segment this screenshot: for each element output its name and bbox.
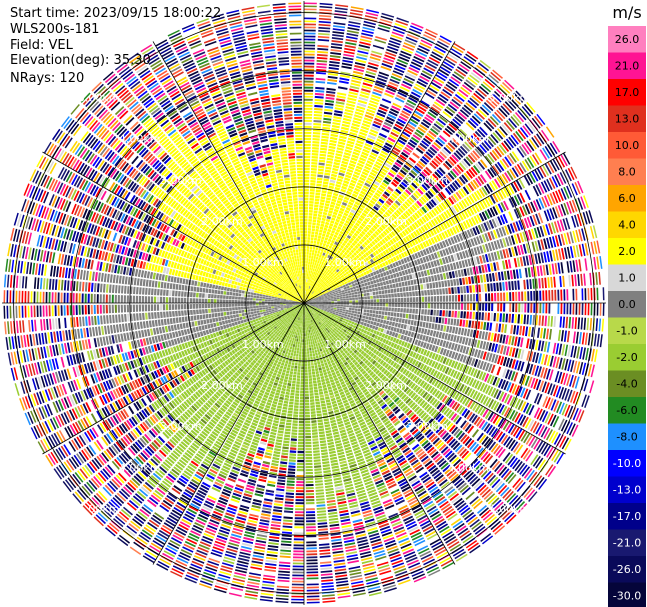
- ring-label-315-2: 2.00km: [201, 215, 243, 228]
- colorbar-unit: m/s: [612, 3, 641, 22]
- colorbar-swatch-15: [608, 423, 646, 451]
- ring-label-315-3: 3.00km: [160, 174, 202, 187]
- range-ring-labels: 1.00km 2.00km 3.00km 4.00km 5.00km 1.00km 2.00…: [78, 92, 530, 516]
- colorbar-label-18: -17.0: [613, 510, 641, 523]
- spoke-330: [152, 41, 305, 304]
- colorbar: 26.0 21.0 17.0 13.0 10.0 8.0 6.0 4.0 2.0 1.0 0.0 -1…: [608, 3, 646, 607]
- colorbar-label-6: 6.0: [618, 192, 636, 205]
- colorbar-label-14: -6.0: [616, 404, 637, 417]
- ray-gates-20: [14, 18, 568, 600]
- instrument-label: WLS200s-181: [10, 22, 100, 37]
- ring-label-45-5: 5.00km: [489, 92, 531, 105]
- colorbar-swatch-18: [608, 503, 646, 530]
- spoke-210: [152, 302, 305, 565]
- ring-label-45-2: 2.00km: [365, 215, 407, 228]
- field-label: Field: VEL: [10, 38, 73, 53]
- colorbar-label-10: 0.0: [618, 298, 636, 311]
- ring-label-135-1: 1.00km: [324, 338, 366, 351]
- colorbar-swatch-14: [608, 397, 646, 424]
- spoke-60: [303, 151, 566, 304]
- start-time-label: Start time: 2023/09/15 18:00:22: [10, 6, 222, 21]
- spoke-120: [303, 302, 566, 455]
- ray-gates-0: [14, 20, 605, 596]
- colorbar-label-17: -13.0: [613, 484, 641, 497]
- colorbar-label-9: 1.0: [618, 272, 636, 285]
- colorbar-label-2: 17.0: [615, 86, 640, 99]
- colorbar-label-4: 10.0: [615, 139, 640, 152]
- ray-gates-2: [7, 5, 598, 598]
- colorbar-swatch-8: [608, 238, 646, 265]
- ring-label-225-4: 4.00km: [119, 461, 161, 474]
- colorbar-swatch-7: [608, 211, 646, 239]
- colorbar-swatch-5: [608, 158, 646, 186]
- nrays-label: NRays: 120: [10, 71, 85, 86]
- colorbar-label-7: 4.0: [618, 219, 636, 232]
- colorbar-swatch-12: [608, 344, 646, 371]
- ring-label-135-2: 2.00km: [365, 379, 407, 392]
- colorbar-label-11: -1.0: [616, 325, 637, 338]
- ring-label-225-2: 2.00km: [201, 379, 243, 392]
- ring-label-135-4: 4.00km: [448, 461, 490, 474]
- colorbar-swatch-4: [608, 132, 646, 159]
- spoke-240: [42, 302, 305, 455]
- ring-label-225-5: 5.00km: [78, 502, 120, 515]
- spoke-30: [303, 41, 456, 304]
- ring-label-315-5: 5.00km: [78, 92, 120, 105]
- ring-label-225-3: 3.00km: [160, 420, 202, 433]
- spoke-300: [42, 151, 305, 304]
- colorbar-label-13: -4.0: [616, 378, 637, 391]
- elevation-label: Elevation(deg): 35.30: [10, 53, 151, 68]
- colorbar-swatch-6: [608, 185, 646, 212]
- colorbar-swatch-17: [608, 476, 646, 504]
- colorbar-swatch-20: [608, 556, 646, 583]
- ring-label-135-3: 3.00km: [406, 420, 448, 433]
- colorbar-swatch-2: [608, 79, 646, 106]
- colorbar-label-19: -21.0: [613, 537, 641, 550]
- colorbar-label-1: 21.0: [615, 60, 640, 73]
- colorbar-label-15: -8.0: [616, 431, 637, 444]
- colorbar-label-8: 2.0: [618, 245, 636, 258]
- ring-label-315-1: 1.00km: [242, 256, 284, 269]
- ray-gates-7: [6, 7, 605, 599]
- colorbar-label-5: 8.0: [618, 166, 636, 179]
- colorbar-label-21: -30.0: [613, 590, 641, 603]
- ring-label-45-4: 4.00km: [448, 133, 490, 146]
- colorbar-label-16: -10.0: [613, 457, 641, 470]
- spoke-150: [303, 302, 456, 565]
- colorbar-swatch-1: [608, 52, 646, 80]
- colorbar-label-3: 13.0: [615, 113, 640, 126]
- colorbar-swatch-9: [608, 264, 646, 292]
- colorbar-label-20: -26.0: [613, 563, 641, 576]
- ring-label-45-1: 1.00km: [324, 256, 366, 269]
- ring-label-315-4: 4.00km: [119, 133, 161, 146]
- colorbar-swatch-21: [608, 582, 646, 607]
- ring-label-45-3: 3.00km: [406, 174, 448, 187]
- colorbar-swatch-11: [608, 317, 646, 345]
- colorbar-label-12: -2.0: [616, 351, 637, 364]
- colorbar-swatch-19: [608, 529, 646, 557]
- colorbar-label-0: 26.0: [615, 33, 640, 46]
- colorbar-swatch-10: [608, 291, 646, 318]
- colorbar-swatch-16: [608, 450, 646, 477]
- colorbar-swatch-13: [608, 370, 646, 398]
- colorbar-swatch-0: [608, 26, 646, 53]
- ring-label-225-1: 1.00km: [242, 338, 284, 351]
- ring-label-135-5: 5.00km: [489, 502, 531, 515]
- colorbar-swatch-3: [608, 105, 646, 133]
- azimuth-spokes: [2, 1, 606, 605]
- ray-gates-10: [6, 2, 599, 602]
- velocity-rays: [3, 2, 605, 604]
